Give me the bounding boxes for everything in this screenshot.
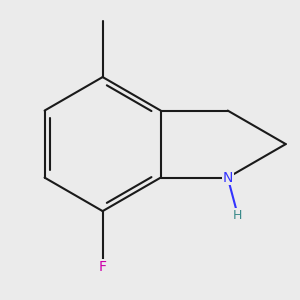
Text: F: F: [99, 260, 106, 274]
Text: N: N: [223, 171, 233, 184]
Text: H: H: [233, 208, 242, 221]
